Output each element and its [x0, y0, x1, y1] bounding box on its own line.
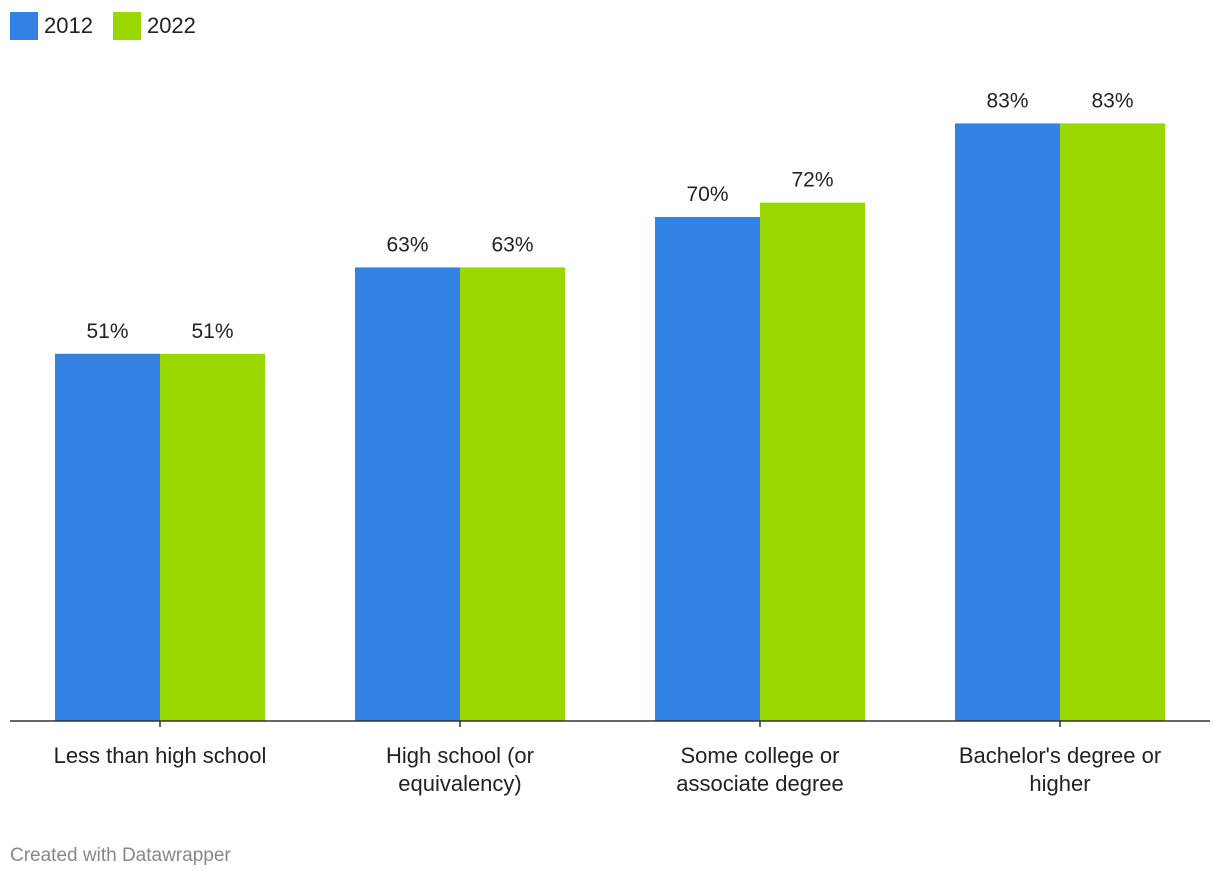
legend-swatch-2022	[112, 12, 141, 40]
category-label-0: Less than high school	[54, 743, 267, 768]
category-label-line: Less than high school	[54, 743, 267, 768]
bar-2012-2	[655, 217, 760, 721]
category-label-line: High school (or	[386, 743, 534, 768]
value-label-2022-3: 83%	[1091, 89, 1133, 112]
value-label-2022-0: 51%	[191, 320, 233, 343]
legend-label-2022: 2022	[146, 13, 196, 38]
category-label-line: associate degree	[676, 771, 844, 796]
legend-item-2022: 2022	[112, 12, 196, 40]
bar-2012-3	[955, 123, 1060, 721]
value-label-2012-1: 63%	[386, 233, 428, 256]
category-label-3: Bachelor's degree or higher	[959, 743, 1161, 796]
bar-2012-0	[55, 353, 160, 721]
value-label-2012-3: 83%	[986, 89, 1028, 112]
legend-swatch-2012	[10, 12, 38, 40]
bar-2022-2	[760, 202, 865, 722]
legend-item-2012: 2012	[10, 12, 93, 40]
value-label-2012-2: 70%	[686, 183, 728, 206]
value-label-2022-2: 72%	[791, 169, 833, 192]
bar-2022-3	[1060, 123, 1165, 721]
category-label-1: High school (or equivalency)	[386, 743, 534, 796]
bar-2012-1	[355, 267, 460, 721]
legend-label-2012: 2012	[44, 13, 93, 38]
value-label-2022-1: 63%	[491, 233, 533, 256]
bar-2022-1	[460, 267, 565, 721]
category-label-line: higher	[1029, 771, 1090, 796]
category-label-line: equivalency)	[398, 771, 522, 796]
category-label-line: Some college or	[681, 743, 840, 768]
value-label-2012-0: 51%	[86, 320, 128, 343]
bar-2022-0	[160, 353, 265, 721]
bar-chart: 51% 51% Less than high school 63% 63% High sc…	[10, 89, 1210, 796]
legend: 2012 2022	[10, 12, 196, 40]
category-label-2: Some college or associate degree	[676, 743, 844, 796]
category-label-line: Bachelor's degree or	[959, 743, 1161, 768]
credit-text: Created with Datawrapper	[10, 845, 231, 866]
